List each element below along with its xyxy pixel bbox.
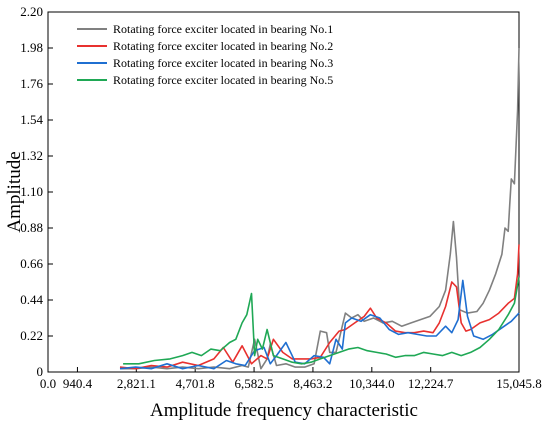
y-tick-label: 0.44 (20, 292, 43, 307)
series-line-2 (119, 244, 520, 370)
x-tick-label: 4,701.8 (176, 376, 215, 391)
x-tick-label: 0.0 (40, 376, 56, 391)
legend-label-3: Rotating force exciter located in bearin… (113, 56, 333, 70)
series-line-1 (120, 47, 520, 370)
y-tick-label: 0.66 (20, 256, 43, 271)
y-tick-label: 1.32 (20, 148, 43, 163)
y-axis-title: Amplitude (4, 151, 25, 232)
legend-label-1: Rotating force exciter located in bearin… (113, 22, 333, 36)
series-line-3 (119, 279, 520, 370)
x-tick-label: 12,224.7 (408, 376, 454, 391)
x-axis-ticks: 0.0 940.4 2,821.1 4,701.8 6,582.5 8,463.2 10,3… (40, 367, 542, 391)
y-tick-label: 2.20 (20, 4, 43, 19)
y-tick-label: 1.10 (20, 184, 43, 199)
y-tick-label: 0.88 (20, 220, 43, 235)
legend: Rotating force exciter located in bearin… (77, 22, 333, 87)
series-line-4 (123, 276, 520, 365)
x-tick-label: 10,344.0 (349, 376, 395, 391)
x-tick-label: 2,821.1 (117, 376, 156, 391)
x-tick-label: 15,045.8 (496, 376, 542, 391)
series-lines (119, 47, 520, 370)
x-tick-label: 8,463.2 (293, 376, 332, 391)
legend-label-4: Rotating force exciter located in bearin… (113, 73, 333, 87)
y-tick-label: 1.54 (20, 112, 43, 127)
x-axis-title: Amplitude frequency characteristic (150, 400, 418, 421)
x-tick-label: 6,582.5 (235, 376, 274, 391)
y-tick-label: 0 (37, 364, 44, 379)
y-tick-label: 0.22 (20, 328, 43, 343)
y-axis-ticks: 0 0.22 0.44 0.66 0.88 1.10 1.32 1.54 1.76 1.98 2.2… (20, 4, 53, 379)
y-tick-label: 1.98 (20, 40, 43, 55)
y-tick-label: 1.76 (20, 76, 43, 91)
x-tick-label: 940.4 (63, 376, 93, 391)
legend-label-2: Rotating force exciter located in bearin… (113, 39, 333, 53)
